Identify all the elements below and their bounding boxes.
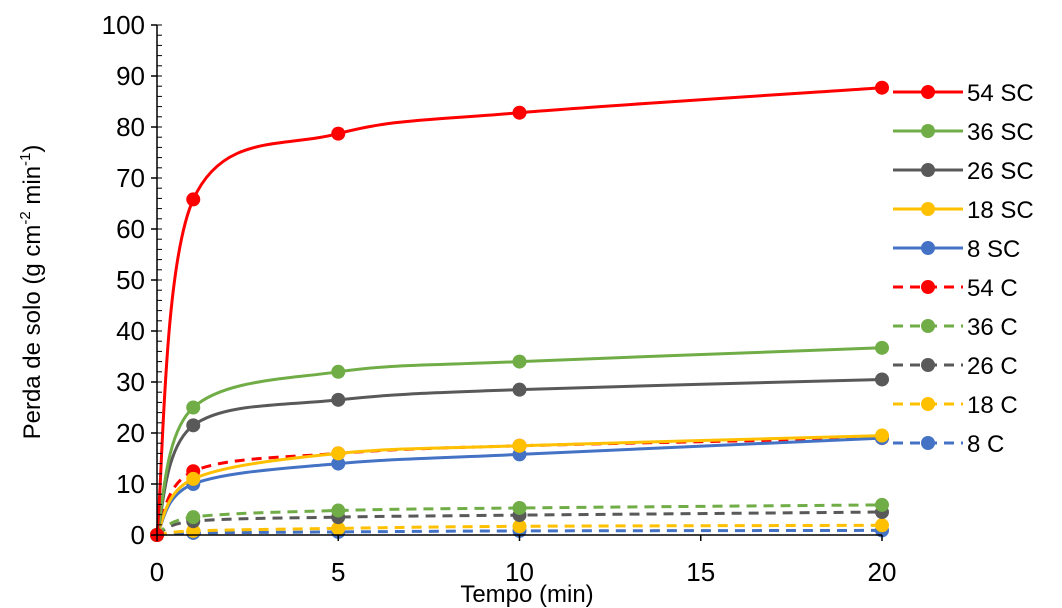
legend-item: 18 C [893, 392, 1018, 419]
data-point [875, 518, 889, 533]
legend-item: 8 SC [893, 236, 1020, 263]
data-point [331, 392, 346, 407]
legend-label: 54 C [967, 275, 1018, 302]
series-line [155, 378, 883, 536]
x-axis-title: Tempo (min) [460, 581, 593, 608]
data-point [331, 126, 346, 141]
data-point [875, 428, 889, 443]
y-tick-label: 20 [116, 418, 145, 448]
y-axis-title-mid: min [19, 166, 46, 211]
legend-item: 18 SC [893, 197, 1034, 224]
legend-label: 26 SC [967, 158, 1034, 185]
data-point [186, 400, 201, 415]
legend-label: 54 SC [967, 80, 1034, 107]
data-point [875, 372, 889, 387]
data-point [331, 456, 346, 471]
y-axis-title-sup1: -2 [17, 211, 34, 224]
series-layer [150, 80, 889, 542]
data-point [512, 519, 527, 534]
series-line [155, 346, 883, 536]
data-point [512, 354, 527, 369]
axes-layer: 0 10 20 30 40 50 60 70 80 90 100 0 5 10 15 20 [102, 10, 897, 587]
data-point [512, 438, 527, 453]
y-tick-label: 60 [116, 214, 145, 244]
x-tick-label: 20 [868, 557, 897, 587]
data-point [331, 503, 346, 518]
data-point [331, 446, 346, 461]
data-point [512, 382, 527, 397]
series-54-sc [150, 80, 889, 542]
legend-label: 8 SC [967, 236, 1020, 263]
y-axis-title: Perda de solo (g cm-2 min-1) [17, 145, 46, 440]
legend-item: 36 C [893, 314, 1018, 341]
y-axis-title-sup2: -1 [17, 153, 34, 166]
legend-label: 18 C [967, 392, 1018, 419]
legend-item: 36 SC [893, 119, 1034, 146]
legend-item: 26 SC [893, 158, 1034, 185]
data-point [512, 500, 527, 515]
y-axis-title-main: Perda de solo (g cm [19, 225, 46, 440]
y-tick-label: 0 [131, 520, 145, 550]
data-point [331, 364, 346, 379]
data-point [331, 521, 346, 536]
legend-marker [921, 85, 935, 99]
legend-item: 54 SC [893, 80, 1034, 107]
legend-item: 8 C [893, 431, 1004, 458]
x-tick-label: 15 [686, 557, 715, 587]
legend-label: 18 SC [967, 197, 1034, 224]
data-point [875, 497, 889, 512]
legend-label: 36 C [967, 314, 1018, 341]
y-tick-label: 50 [116, 265, 145, 295]
data-point [186, 418, 201, 433]
x-tick-label: 0 [150, 557, 164, 587]
data-point [875, 80, 889, 95]
legend-item: 54 C [893, 275, 1018, 302]
legend-item: 26 C [893, 353, 1018, 380]
x-tick-label: 10 [505, 557, 534, 587]
legend-label: 8 C [967, 431, 1004, 458]
series-18-sc [150, 428, 889, 542]
legend-marker [921, 163, 935, 177]
series-26-sc [150, 372, 889, 542]
data-point [512, 105, 527, 120]
legend-marker [921, 202, 935, 216]
data-point [186, 510, 201, 525]
y-tick-label: 10 [116, 469, 145, 499]
y-tick-label: 100 [102, 10, 145, 40]
legend-marker [921, 124, 935, 138]
y-tick-label: 40 [116, 316, 145, 346]
data-point [186, 192, 201, 207]
y-tick-label: 80 [116, 112, 145, 142]
y-tick-label: 70 [116, 163, 145, 193]
legend-marker [921, 241, 935, 255]
legend-marker [921, 319, 935, 333]
legend-marker [921, 397, 935, 411]
y-tick-label: 30 [116, 367, 145, 397]
data-point [875, 340, 889, 355]
y-axis-title-end: ) [19, 145, 46, 153]
legend-marker [921, 358, 935, 372]
x-tick-label: 5 [331, 557, 345, 587]
series-line [155, 86, 883, 536]
y-tick-label: 90 [116, 61, 145, 91]
legend-marker [921, 436, 935, 450]
legend-label: 26 C [967, 353, 1018, 380]
legend-marker [921, 280, 935, 294]
legend-label: 36 SC [967, 119, 1034, 146]
data-point [186, 471, 201, 486]
legend: 54 SC 36 SC 26 SC 18 SC 8 SC 54 C 36 C 26 C 18 C… [893, 80, 1034, 458]
